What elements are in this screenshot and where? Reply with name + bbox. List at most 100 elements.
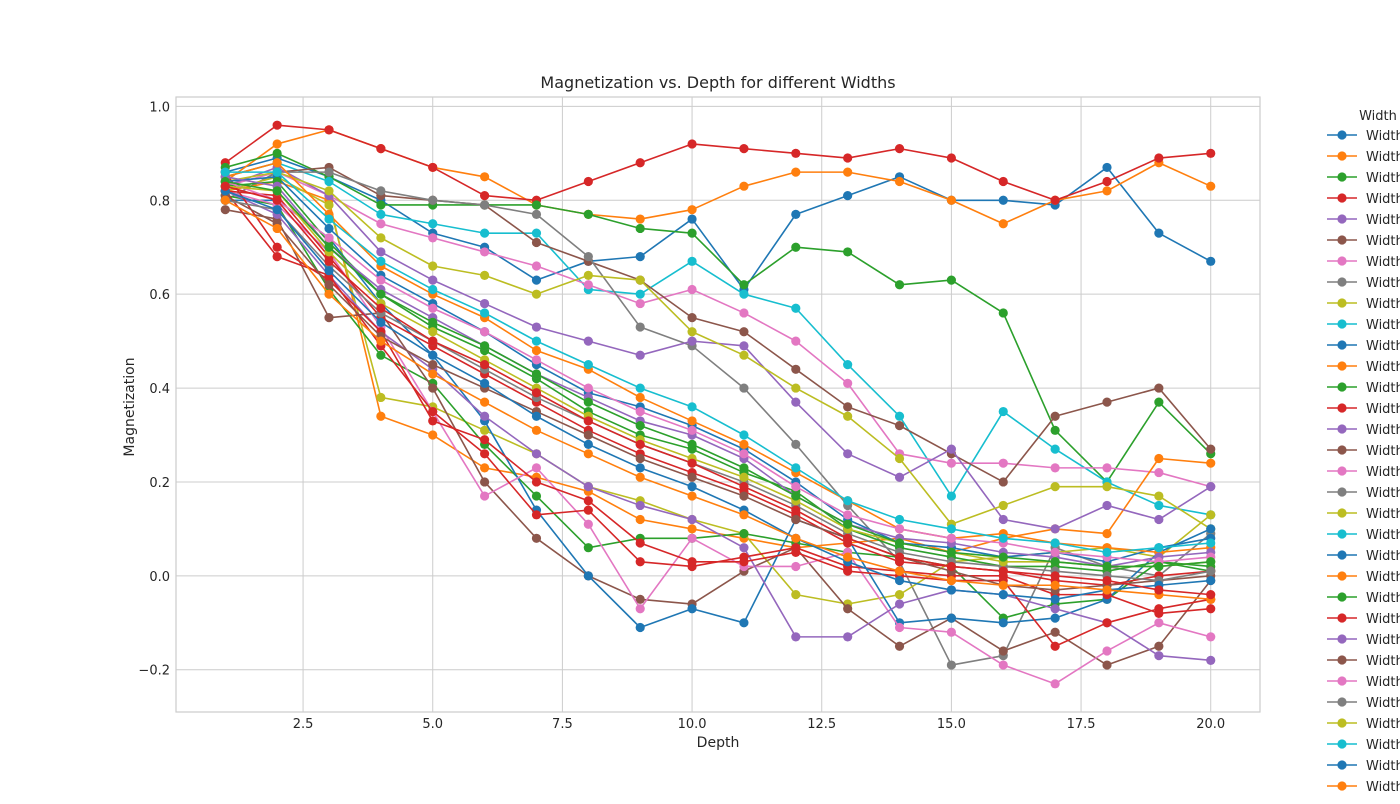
legend-label: Width [1366, 171, 1400, 186]
legend-label: Width [1366, 192, 1400, 207]
series-line [224, 199, 1211, 601]
data-point [531, 228, 542, 238]
data-point [1154, 585, 1164, 595]
data-point [531, 261, 542, 271]
legend-marker [1337, 466, 1347, 476]
data-point [428, 369, 438, 379]
legend-entry: Width [1327, 423, 1400, 438]
data-point [739, 341, 749, 351]
data-point [843, 496, 853, 506]
data-point [531, 275, 542, 285]
data-point [791, 242, 801, 252]
legend-marker [1337, 319, 1347, 329]
data-point [1154, 383, 1164, 393]
series-line [225, 176, 1211, 568]
legend-marker [1337, 718, 1347, 728]
data-point [1154, 514, 1164, 525]
data-point [272, 120, 282, 130]
data-point [739, 510, 749, 520]
data-point [583, 430, 593, 440]
data-point [272, 186, 282, 196]
data-point [583, 496, 593, 506]
data-point [324, 214, 334, 224]
data-point [480, 425, 490, 435]
legend-marker [1337, 256, 1347, 266]
data-point [635, 322, 645, 332]
legend-entry: Width [1327, 192, 1400, 207]
data-point [687, 205, 697, 215]
data-point [531, 411, 542, 421]
data-point [1154, 453, 1164, 464]
legend-marker [1337, 130, 1347, 140]
data-point [635, 406, 645, 417]
legend-entry: Width [1327, 318, 1400, 333]
data-point [635, 275, 645, 285]
legend-label: Width [1366, 381, 1400, 396]
series-line [225, 190, 1211, 587]
data-point [1154, 228, 1164, 238]
data-point [687, 458, 697, 468]
series-32 [220, 176, 1216, 572]
legend-entry: Width [1327, 150, 1400, 165]
data-point [635, 439, 645, 450]
data-point [1050, 641, 1060, 651]
data-point [272, 167, 282, 177]
series-line [225, 171, 1211, 488]
data-point [583, 397, 593, 407]
data-point [220, 167, 230, 177]
legend-marker [1337, 529, 1347, 539]
data-point [635, 289, 645, 299]
data-point [583, 439, 593, 450]
data-point [635, 252, 645, 262]
data-point [843, 533, 853, 543]
data-point [739, 144, 749, 154]
legend-entry: Width [1327, 675, 1400, 690]
x-tick-label: 2.5 [293, 717, 314, 732]
data-point [428, 327, 438, 337]
data-point [687, 604, 697, 614]
x-axis-label: Depth [697, 735, 740, 751]
legend-entry: Width [1327, 570, 1400, 585]
data-point [739, 383, 749, 393]
data-point [791, 505, 801, 515]
data-point [376, 200, 386, 210]
data-point [946, 547, 956, 557]
data-point [324, 176, 334, 187]
data-point [583, 449, 593, 459]
data-point [1206, 482, 1216, 492]
data-point [739, 449, 749, 459]
legend-label: Width [1366, 276, 1400, 291]
legend-entry: Width [1327, 780, 1400, 795]
data-point [1154, 651, 1164, 661]
data-point [998, 308, 1008, 318]
data-point [1206, 510, 1216, 520]
data-point [946, 627, 956, 637]
data-point [946, 444, 956, 454]
data-point [894, 590, 905, 600]
data-point [635, 500, 645, 511]
legend-marker [1337, 151, 1347, 161]
legend-title: Width [1359, 109, 1397, 124]
data-point [791, 148, 801, 158]
data-point [894, 622, 905, 633]
series-line [224, 194, 1211, 591]
legend-marker [1337, 172, 1347, 182]
data-point [480, 247, 490, 257]
x-tick-label: 15.0 [937, 717, 966, 732]
data-point [376, 144, 386, 154]
data-point [583, 505, 593, 515]
data-point [531, 336, 542, 346]
data-point [376, 233, 386, 243]
data-point [1154, 618, 1164, 628]
data-point [1154, 500, 1164, 511]
data-point [428, 317, 438, 327]
data-point [1206, 181, 1216, 191]
data-point [480, 228, 490, 238]
data-point [583, 416, 593, 426]
legend-entry: Width [1327, 276, 1400, 291]
data-point [1102, 463, 1112, 473]
legend-label: Width [1366, 465, 1400, 480]
legend: Width Width Width Width Width Width Width Widt… [1327, 109, 1400, 804]
data-point [583, 176, 593, 187]
